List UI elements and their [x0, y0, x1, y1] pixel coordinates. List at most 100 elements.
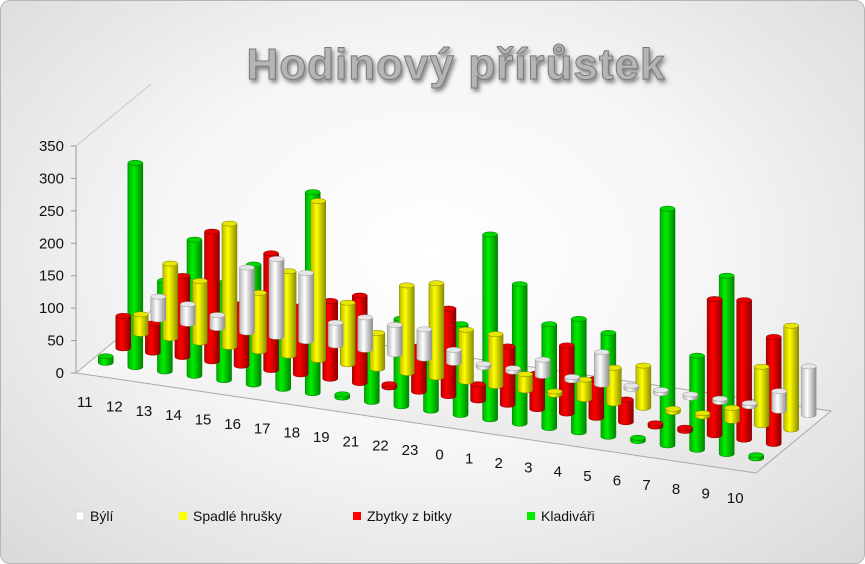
legend-swatch [527, 512, 535, 520]
legend-label: Býlí [90, 508, 113, 524]
x-tick-label: 0 [435, 446, 443, 463]
chart-title: Hodinový přírůstek [247, 40, 666, 89]
bar [209, 312, 226, 331]
chart-bars [98, 159, 817, 462]
legend-item: Býlí [75, 508, 113, 524]
x-tick-label: 14 [165, 407, 182, 424]
x-tick-label: 16 [224, 416, 241, 433]
x-tick-label: 11 [77, 394, 93, 411]
bar [594, 349, 610, 388]
y-tick-label: 200 [39, 235, 64, 252]
bar [487, 331, 504, 389]
bar [298, 270, 314, 344]
bar [517, 371, 533, 394]
bar [416, 326, 433, 362]
y-axis-labels: 0 50 100 150 200 250 300 350 [39, 138, 64, 382]
bar [339, 299, 356, 368]
bar [446, 347, 462, 366]
legend-item: Zbytky z bitky [353, 508, 452, 524]
bar [647, 420, 664, 430]
bar [534, 356, 551, 379]
bar [694, 410, 711, 420]
y-tick-label: 350 [39, 138, 64, 155]
bar [724, 404, 740, 424]
x-axis-labels: 11 12 13 14 15 16 17 18 19 21 22 23 0 1 2 3 4 5 6 7 8 9 10 [77, 394, 744, 507]
x-tick-label: 7 [642, 477, 650, 494]
bar [150, 293, 167, 323]
x-tick-label: 23 [402, 442, 419, 459]
bar [470, 381, 486, 404]
x-tick-label: 18 [283, 425, 300, 442]
bar [334, 391, 351, 401]
bar [682, 391, 699, 401]
bar [712, 395, 728, 405]
bar [221, 220, 238, 350]
bar [357, 314, 373, 353]
bar [635, 362, 652, 411]
bar [115, 313, 132, 352]
x-tick-label: 12 [106, 399, 123, 416]
bar [162, 260, 179, 342]
bar [653, 387, 669, 397]
bar [689, 352, 705, 453]
legend-label: Kladiváři [541, 508, 595, 524]
x-tick-label: 10 [727, 490, 744, 507]
y-tick-label: 150 [39, 268, 64, 285]
x-tick-label: 6 [613, 472, 621, 489]
x-tick-label: 21 [343, 433, 360, 450]
y-axis-top-edge [75, 83, 152, 147]
bar [381, 381, 398, 391]
y-tick-label: 250 [39, 203, 64, 220]
bar [280, 268, 297, 359]
x-tick-label: 4 [554, 464, 562, 481]
legend-item: Kladiváři [527, 508, 595, 524]
chart-legend: Býlí Spadlé hrušky Zbytky z bitky Kladiváři [75, 508, 595, 524]
bar [783, 322, 799, 433]
y-tick-label: 0 [56, 365, 64, 382]
x-tick-label: 22 [372, 438, 389, 455]
bar [505, 365, 521, 375]
bar [630, 434, 646, 444]
bar [623, 382, 640, 392]
bar [741, 400, 758, 410]
bar [665, 406, 681, 415]
bar [327, 319, 344, 349]
bar [192, 278, 208, 346]
bar [753, 363, 770, 428]
x-tick-label: 1 [465, 451, 473, 468]
bar [399, 282, 415, 376]
bar [268, 256, 285, 340]
bar [133, 311, 149, 337]
y-tick-label: 50 [47, 333, 64, 350]
bar [606, 364, 622, 407]
bar [180, 301, 196, 327]
x-tick-label: 9 [701, 485, 709, 502]
bar [748, 452, 764, 462]
bar [618, 396, 634, 426]
bar [428, 280, 445, 381]
bar [564, 374, 580, 384]
bar [800, 363, 817, 418]
bar [475, 361, 492, 371]
bar [310, 198, 326, 363]
bar [677, 424, 693, 434]
legend-label: Spadlé hrušky [193, 508, 282, 524]
bar [458, 326, 474, 385]
y-tick-label: 300 [39, 170, 64, 187]
x-tick-label: 15 [195, 412, 212, 429]
x-tick-label: 17 [254, 420, 271, 437]
bar [576, 376, 593, 402]
bar [546, 388, 563, 398]
bar [771, 388, 787, 414]
bar [239, 264, 255, 336]
bar [98, 353, 114, 366]
legend-swatch [179, 512, 187, 520]
bar [387, 322, 403, 357]
y-tick-label: 100 [39, 300, 64, 317]
x-tick-label: 2 [495, 455, 503, 472]
x-tick-label: 19 [313, 429, 330, 446]
legend-label: Zbytky z bitky [367, 508, 452, 524]
x-tick-label: 8 [672, 481, 680, 498]
